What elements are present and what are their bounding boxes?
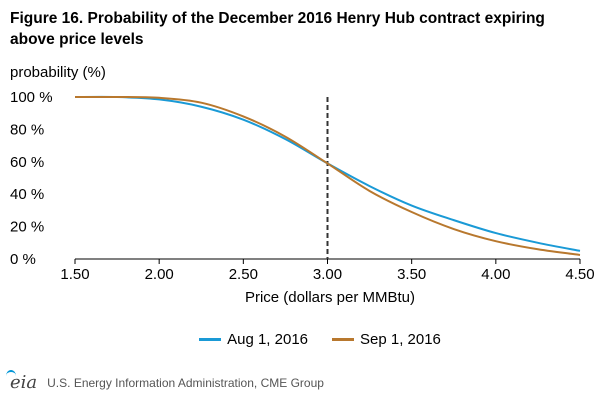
y-tick-label: 20 % — [10, 219, 44, 236]
x-tick-label: 3.00 — [313, 266, 342, 283]
legend: Aug 1, 2016 Sep 1, 2016 — [0, 331, 600, 348]
logo-text: eia — [10, 372, 38, 393]
x-axis-label: Price (dollars per MMBtu) — [244, 289, 416, 306]
legend-item-aug: Aug 1, 2016 — [199, 331, 308, 348]
legend-swatch-sep — [332, 338, 354, 341]
y-axis-label: probability (%) — [10, 64, 106, 81]
logo-arc-icon — [6, 369, 16, 382]
x-tick-label: 3.50 — [397, 266, 426, 283]
x-tick-label: 1.50 — [60, 266, 89, 283]
x-tick-label: 4.00 — [481, 266, 510, 283]
y-tick-label: 100 % — [10, 89, 53, 106]
footer: eia U.S. Energy Information Administrati… — [6, 369, 324, 393]
legend-item-sep: Sep 1, 2016 — [332, 331, 441, 348]
eia-logo: eia — [6, 369, 38, 393]
x-tick-label: 2.00 — [145, 266, 174, 283]
legend-label-aug: Aug 1, 2016 — [227, 331, 308, 348]
y-tick-label: 80 % — [10, 121, 44, 138]
x-tick-label: 2.50 — [229, 266, 258, 283]
y-tick-label: 40 % — [10, 186, 44, 203]
source-note: U.S. Energy Information Administration, … — [47, 375, 324, 390]
chart-title: Figure 16. Probability of the December 2… — [10, 10, 545, 48]
y-tick-label: 0 % — [10, 251, 36, 268]
legend-swatch-aug — [199, 338, 222, 341]
y-tick-label: 60 % — [10, 154, 44, 171]
x-tick-label: 4.50 — [565, 266, 594, 283]
legend-label-sep: Sep 1, 2016 — [360, 331, 441, 348]
series-line-sep — [74, 95, 581, 256]
